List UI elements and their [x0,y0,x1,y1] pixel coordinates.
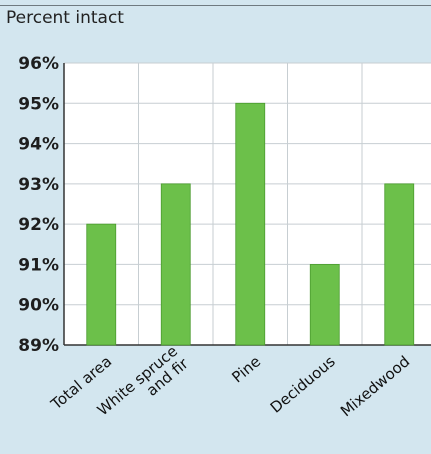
y-tick-label: 96% [18,54,59,74]
bar-deciduous [309,264,340,346]
x-tick-label-line: Pine [228,352,264,386]
bar-pine [235,102,266,346]
bar-total-area [86,223,117,346]
x-tick-label: Mixedwood [337,352,413,420]
x-tick-label-line: Deciduous [267,352,339,417]
x-tick-label: Pine [228,352,264,386]
y-tick-label: 89% [18,336,59,356]
bar-white-spruce-and-fir [160,183,191,346]
y-tick-label: 93% [18,175,59,195]
y-tick-label: 90% [18,296,59,316]
y-tick-label: 95% [18,94,59,114]
y-tick-label: 91% [18,255,59,275]
chart-title: Percent intact [6,8,124,28]
y-tick-label: 94% [18,135,59,155]
x-tick-label: Deciduous [267,352,339,417]
top-rule [0,5,431,6]
y-tick-label: 92% [18,215,59,235]
x-tick-label-line: Mixedwood [337,352,413,420]
x-tick-label: White spruceand fir [94,341,193,432]
bar-mixedwood [384,183,415,346]
